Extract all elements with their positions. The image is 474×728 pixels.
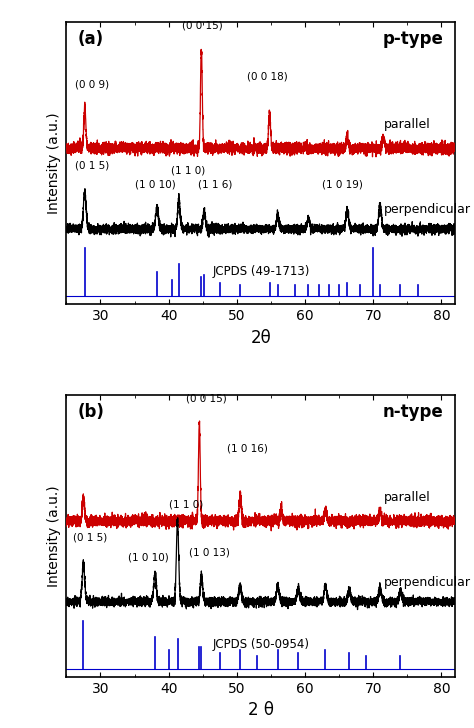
Text: perpendicular: perpendicular <box>383 576 470 589</box>
Text: (1 0 16): (1 0 16) <box>227 444 267 454</box>
Text: parallel: parallel <box>383 119 430 132</box>
Text: (1 0 10): (1 0 10) <box>135 180 175 190</box>
Text: (1 1 6): (1 1 6) <box>198 180 232 190</box>
X-axis label: 2θ: 2θ <box>250 328 271 347</box>
Text: (1 0 10): (1 0 10) <box>128 553 168 563</box>
Text: (1 0 19): (1 0 19) <box>322 180 363 190</box>
Text: (0 0 15): (0 0 15) <box>186 393 227 403</box>
Text: parallel: parallel <box>383 491 430 505</box>
Text: (1 1 0): (1 1 0) <box>171 166 205 175</box>
Text: (0 0 9): (0 0 9) <box>74 79 109 90</box>
X-axis label: 2 θ: 2 θ <box>248 702 273 719</box>
Text: (a): (a) <box>78 31 104 48</box>
Text: JCPDS (50-0954): JCPDS (50-0954) <box>213 638 310 651</box>
Text: p-type: p-type <box>383 31 443 48</box>
Text: (0 1 5): (0 1 5) <box>73 533 108 543</box>
Text: (1 1 0): (1 1 0) <box>169 499 203 509</box>
Y-axis label: Intensity (a.u.): Intensity (a.u.) <box>47 112 61 214</box>
Text: (0 1 5): (0 1 5) <box>74 160 109 170</box>
Y-axis label: Intensity (a.u.): Intensity (a.u.) <box>47 485 61 587</box>
Text: (b): (b) <box>78 403 105 421</box>
Text: (0 0 15): (0 0 15) <box>182 20 223 31</box>
Text: n-type: n-type <box>383 403 443 421</box>
Text: (1 0 13): (1 0 13) <box>189 547 230 557</box>
Text: (0 0 18): (0 0 18) <box>247 71 288 81</box>
Text: JCPDS (49-1713): JCPDS (49-1713) <box>213 265 310 278</box>
Text: perpendicular: perpendicular <box>383 203 470 216</box>
